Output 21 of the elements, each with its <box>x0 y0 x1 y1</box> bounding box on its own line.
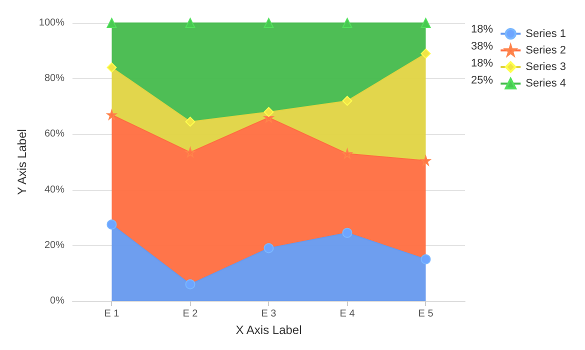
text: 25% <box>470 74 494 86</box>
y-tick-label: 20% <box>44 240 65 251</box>
y-tick-label: 100% <box>38 18 65 28</box>
x-tick-label: E 4 <box>340 308 356 320</box>
x-axis-title: X Axis Label <box>236 322 302 337</box>
x-tick-label: E 3 <box>261 308 277 320</box>
text: 38% <box>470 40 494 52</box>
x-tick-label: E 2 <box>182 308 198 320</box>
x-tick-label: E 5 <box>418 308 434 320</box>
legend-label: Series 2 <box>526 44 566 56</box>
legend-label: Series 3 <box>526 61 566 73</box>
y-tick-label: 60% <box>44 128 65 140</box>
legend-label: Series 4 <box>526 78 566 90</box>
text: 18% <box>470 24 494 36</box>
y-tick-label: 0% <box>50 296 65 306</box>
y-tick-label: 40% <box>44 184 65 196</box>
legend-label: Series 1 <box>526 28 566 40</box>
y-axis-title: Y Axis Label <box>15 129 29 195</box>
x-tick-label: E 1 <box>104 308 120 320</box>
y-tick-label: 80% <box>44 73 65 84</box>
text: 18% <box>470 58 494 70</box>
